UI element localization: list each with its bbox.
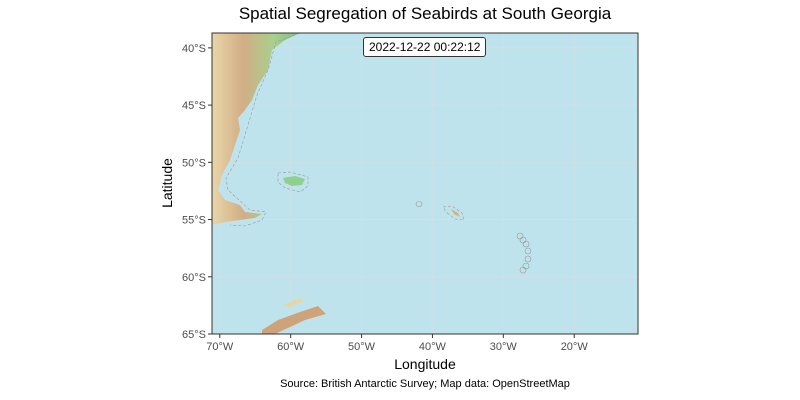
x-axis-title: Longitude (394, 356, 456, 372)
x-tick-label: 40°W (419, 341, 447, 353)
south-georgia-land (451, 209, 460, 217)
x-tick-label: 20°W (561, 341, 589, 353)
y-tick-label: 60°S (182, 272, 206, 284)
x-tick-label: 30°W (490, 341, 518, 353)
y-tick-label: 45°S (182, 100, 206, 112)
south-shetland-islands (283, 298, 305, 307)
falklands-outline (277, 171, 309, 193)
y-tick-label: 65°S (182, 329, 206, 341)
south-america-land (212, 33, 300, 225)
caption: Source: British Antarctic Survey; Map da… (280, 378, 570, 390)
y-tick-label: 40°S (182, 43, 206, 55)
x-tick-label: 60°W (277, 341, 305, 353)
y-tick-label: 55°S (182, 215, 206, 227)
shelf-outline (225, 33, 301, 227)
y-axis: 40°S 45°S 50°S 55°S 60°S 65°S (182, 43, 212, 341)
y-axis-title: Latitude (159, 158, 175, 208)
ocean-panel (212, 33, 638, 334)
x-tick-label: 50°W (348, 341, 376, 353)
antarctic-peninsula-land (262, 306, 326, 334)
shag-rocks-outline (415, 201, 423, 207)
y-tick-label: 50°S (182, 157, 206, 169)
panel-border (211, 32, 639, 335)
x-tick-label: 70°W (206, 341, 234, 353)
timestamp-label: 2022-12-22 00:22:12 (363, 37, 487, 57)
south-sandwich-islands (516, 232, 532, 274)
x-axis: 70°W 60°W 50°W 40°W 30°W 20°W (206, 334, 588, 353)
map-title: Spatial Segregation of Seabirds at South… (238, 4, 612, 23)
falklands-land (283, 176, 305, 186)
